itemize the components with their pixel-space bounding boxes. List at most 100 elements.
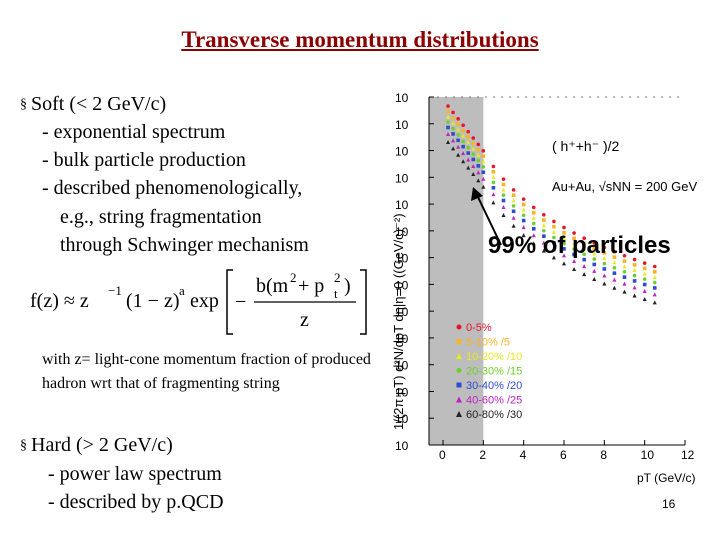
data-point [612, 249, 617, 254]
data-point [481, 170, 486, 175]
data-point [511, 198, 516, 203]
hard-bullet: § Hard (> 2 GeV/c) [20, 431, 173, 460]
data-point [446, 140, 451, 145]
data-point [501, 187, 506, 192]
data-point [612, 260, 617, 265]
data-point [542, 212, 546, 217]
data-point [531, 227, 536, 231]
formula-minus: − [235, 291, 246, 313]
data-point [582, 246, 587, 251]
formula-lhs: f(z) ≈ z [30, 290, 89, 312]
data-point [612, 285, 617, 290]
hard-line-1: - power law spectrum [48, 463, 222, 485]
data-point [466, 140, 471, 145]
data-point [456, 127, 461, 132]
legend-label: 10-20% /10 [466, 351, 522, 363]
data-point [632, 263, 637, 267]
data-point [602, 251, 607, 255]
data-point [461, 133, 466, 138]
particles-annotation: 99% of particles [488, 232, 671, 259]
data-point [521, 207, 526, 212]
data-point [456, 117, 460, 121]
data-point [622, 270, 627, 274]
pt-spectra-plot: 10 10 10 10 10 10 10 10 10 10 10 10 10 10 0 2 4 6 8 10 12 0… [391, 91, 697, 485]
data-point [446, 104, 450, 108]
data-point [466, 145, 471, 150]
data-point [521, 202, 526, 207]
x-tick-label: 6 [560, 448, 567, 462]
x-tick-label: 2 [479, 448, 486, 462]
data-point [612, 271, 617, 275]
data-point [572, 266, 577, 271]
data-point [572, 247, 576, 251]
formula-num-b: b(m [256, 275, 289, 297]
data-point [652, 270, 657, 274]
data-point [642, 266, 647, 271]
data-point [481, 184, 486, 189]
data-point [541, 248, 546, 253]
legend-label: 5-10% /5 [466, 337, 510, 349]
legend-label: 20-30% /15 [466, 366, 522, 378]
data-point [612, 266, 617, 270]
y-tick-label: 10 [395, 225, 409, 239]
data-point [552, 219, 556, 224]
collision-system-label: Au+Au, √sNN = 200 GeV [552, 179, 697, 194]
data-point [491, 169, 496, 174]
soft-region-shade [429, 97, 484, 445]
bullet-icon: § [20, 97, 27, 112]
legend: 0-5% 5-10% /5 10-20% /10 20-30% /15 30-40% /… [456, 322, 522, 421]
data-point [456, 144, 461, 149]
y-tick-label: 10 [395, 252, 409, 266]
formula-num-plus: + p [298, 275, 324, 297]
data-point [446, 120, 450, 124]
soft-line-1: - exponential spectrum [42, 121, 226, 143]
data-point [622, 259, 627, 263]
legend-label: 0-5% [466, 322, 492, 334]
legend-label: 40-60% /25 [466, 395, 522, 407]
data-point [632, 268, 637, 273]
data-point [562, 231, 566, 235]
data-point [501, 198, 506, 203]
page-number: 16 [662, 497, 676, 511]
data-point [592, 268, 597, 273]
data-point [551, 247, 556, 252]
annotation-arrowhead [471, 187, 483, 201]
data-point [652, 292, 657, 297]
data-point [652, 280, 657, 285]
data-point [501, 205, 506, 210]
data-point [652, 264, 657, 269]
soft-line-3: - described phenomenologically, [42, 177, 303, 199]
data-point [521, 218, 526, 223]
data-point [572, 258, 577, 263]
data-point [602, 256, 607, 261]
data-point [642, 271, 647, 276]
data-point [562, 225, 566, 230]
data-point [622, 275, 627, 279]
data-point [446, 109, 450, 114]
data-point [531, 221, 536, 226]
data-point [451, 146, 456, 151]
data-point [451, 132, 455, 136]
plot-axes [428, 96, 685, 446]
data-point [476, 170, 481, 175]
data-point [511, 223, 516, 228]
data-point [642, 297, 647, 302]
data-point [501, 177, 506, 181]
z-definition-note: with z= light-cone momentum fraction of … [42, 351, 371, 392]
legend-marker [456, 396, 462, 403]
data-point [471, 146, 476, 151]
formula-num-close: ) [344, 275, 351, 297]
data-point [592, 262, 597, 267]
data-point [622, 281, 627, 286]
data-point [531, 210, 536, 215]
fragmentation-formula: f(z) ≈ z −1 (1 − z) a exp − b(m 2 + p t … [30, 269, 367, 335]
data-point [476, 158, 481, 163]
data-point [471, 152, 476, 156]
data-point [622, 264, 627, 269]
data-point [461, 151, 466, 156]
data-point [592, 251, 597, 256]
soft-heading: Soft (< 2 GeV/c) [31, 93, 167, 115]
data-point [446, 131, 451, 136]
soft-bullet: § Soft (< 2 GeV/c) [20, 90, 166, 119]
formula-num-t: t [334, 286, 338, 301]
